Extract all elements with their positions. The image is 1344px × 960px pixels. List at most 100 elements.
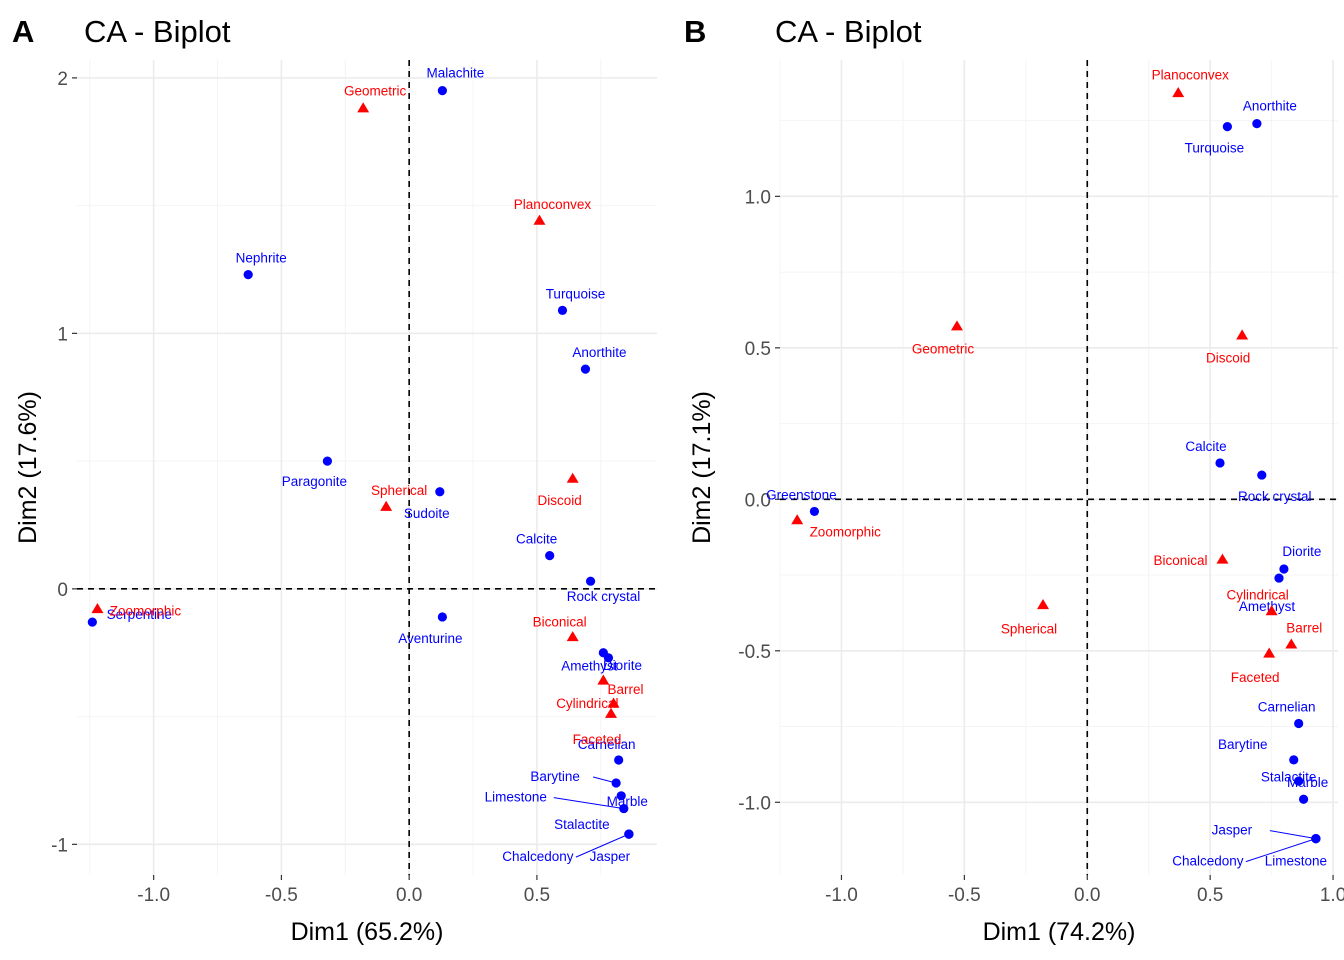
label-greenstone: Greenstone [766,487,837,502]
x-tick-label: 1.0 [1320,885,1344,906]
point-diorite [1279,564,1289,574]
leader-line [1245,838,1317,863]
label-marble: Marble [1287,775,1328,790]
y-axis-title: Dim2 (17.6%) [14,391,42,544]
panel-a-triangle-series: Geometric Planoconvex Spherical Discoid Zoom… [91,84,644,747]
y-tick-label: -0.5 [738,642,771,663]
point-limestone [619,803,629,814]
label-diorite: Diorite [1282,544,1321,559]
label-discoid: Discoid [538,493,582,508]
y-tick-label: 0.0 [745,490,771,511]
point-spherical [1037,599,1050,610]
label-barytine: Barytine [530,769,580,784]
panel-b: -1.0 -0.5 0.0 0.5 1.0 -1.0 -0.5 0.0 0.5 1.0 B CA - … [684,14,1344,946]
point-anorthite [1252,119,1262,129]
label-spherical: Spherical [1001,621,1057,636]
x-tick-label: -1.0 [137,885,170,906]
x-tick-label: 0.0 [396,885,422,906]
point-malachite [437,86,447,96]
panel-b-triangle-series: Planoconvex Geometric Discoid Zoomorphic Bic… [791,67,1322,685]
leader-line [1269,830,1316,840]
x-axis-title: Dim1 (65.2%) [291,918,444,946]
label-turquoise: Turquoise [546,286,606,301]
label-barytine: Barytine [1218,737,1268,752]
label-rock-crystal: Rock crystal [1238,489,1312,504]
label-paragonite: Paragonite [282,474,347,489]
label-calcite: Calcite [1185,439,1226,454]
point-cylindrical [1265,605,1278,616]
label-sudoite: Sudoite [404,506,450,521]
label-stalactite: Stalactite [1261,769,1317,784]
point-calcite [1215,458,1225,468]
panel-a: -1.0 -0.5 0.0 0.5 -1 0 1 2 A CA - Biplot Dim1 (65.… [12,14,657,946]
leader-line [575,833,630,858]
panel-letter: B [684,14,706,49]
point-barytine [1289,755,1299,765]
panel-b-grid [779,60,1338,875]
label-biconical: Biconical [533,614,587,629]
panel-a-grid [77,60,657,875]
label-zoomorphic: Zoomorphic [110,603,182,618]
point-stalactite [1298,794,1309,804]
point-barrel [607,697,620,708]
point-aventurine [437,612,447,622]
label-cylindrical: Cylindrical [1226,587,1288,602]
point-discoid [566,472,579,483]
label-aventurine: Aventurine [398,631,462,646]
label-anorthite: Anorthite [1243,99,1297,114]
label-jasper: Jasper [1212,823,1253,838]
point-calcite [545,551,555,561]
label-discoid: Discoid [1206,351,1250,366]
point-amethyst [1274,573,1284,583]
point-geometric [357,102,370,113]
label-carnelian: Carnelian [1258,700,1316,715]
x-tick-label: 0.5 [1197,885,1223,906]
point-marble [616,791,626,801]
label-chalcedony: Chalcedony [1172,854,1244,869]
point-barytine [611,778,621,788]
x-tick-label: 0.0 [1074,885,1100,906]
label-amethyst: Amethyst [561,659,618,674]
y-tick-label: -1.0 [738,793,771,814]
x-tick-label: -1.0 [825,885,858,906]
label-faceted: Faceted [1231,670,1280,685]
point-turquoise [557,305,568,315]
point-limestone [1311,834,1321,844]
y-tick-label: 0.5 [745,339,771,360]
label-barrel: Barrel [1286,621,1322,636]
panel-letter: A [12,14,34,49]
point-rock-crystal [1257,470,1267,480]
y-tick-label: 0 [57,580,68,601]
label-chalcedony: Chalcedony [502,849,574,864]
point-carnelian [614,755,624,765]
point-nephrite [243,270,253,280]
label-geometric: Geometric [912,342,975,357]
point-barrel [1285,638,1298,649]
panel-a-circle-series: Malachite Nephrite Turquoise Anorthite Parag… [87,66,648,864]
label-faceted: Faceted [573,732,622,747]
panel-b-circle-series: Anorthite Turquoise Calcite Rock crystal Gre… [766,99,1328,869]
point-sudoite [435,487,445,497]
label-limestone: Limestone [485,790,547,805]
y-axis-title: Dim2 (17.1%) [688,391,716,544]
label-marble: Marble [607,794,648,809]
label-carnelian: Carnelian [578,737,636,752]
point-cylindrical [597,674,610,685]
point-zoomorphic [91,602,104,614]
x-tick-label: 0.5 [524,885,550,906]
label-planoconvex: Planoconvex [1152,67,1230,82]
label-diorite: Diorite [603,658,642,673]
label-amethyst: Amethyst [1239,599,1296,614]
label-spherical: Spherical [371,483,427,498]
point-geometric [951,320,963,331]
point-spherical [380,500,393,511]
label-planoconvex: Planoconvex [514,197,592,212]
point-paragonite [322,456,332,466]
label-anorthite: Anorthite [572,345,626,360]
point-biconical [1216,553,1229,564]
point-greenstone [809,506,820,517]
label-calcite: Calcite [516,532,557,547]
y-tick-label: 1 [57,324,68,345]
point-serpentine [87,617,97,627]
